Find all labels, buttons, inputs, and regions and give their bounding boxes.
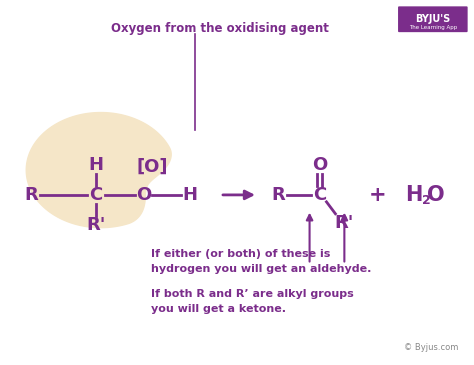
Text: 2: 2 <box>421 194 430 207</box>
Text: If both R and R’ are alkyl groups
you will get a ketone.: If both R and R’ are alkyl groups you wi… <box>151 289 353 314</box>
Polygon shape <box>26 112 171 228</box>
Text: © Byjus.com: © Byjus.com <box>404 343 459 352</box>
Text: BYJU'S: BYJU'S <box>415 14 450 24</box>
Text: O: O <box>136 186 151 204</box>
Text: H: H <box>183 186 198 204</box>
Text: C: C <box>313 186 326 204</box>
Text: R': R' <box>86 216 106 234</box>
Text: [O]: [O] <box>137 158 168 176</box>
Text: +: + <box>368 185 386 205</box>
Text: The Learning App: The Learning App <box>409 25 457 30</box>
Text: H: H <box>405 185 423 205</box>
Text: R: R <box>24 186 38 204</box>
Text: R': R' <box>335 214 354 232</box>
Text: C: C <box>89 186 102 204</box>
Text: Oxygen from the oxidising agent: Oxygen from the oxidising agent <box>111 22 329 35</box>
Text: O: O <box>427 185 445 205</box>
Text: O: O <box>312 156 327 174</box>
Text: R: R <box>271 186 284 204</box>
Text: If either (or both) of these is
hydrogen you will get an aldehyde.: If either (or both) of these is hydrogen… <box>151 250 371 274</box>
Text: H: H <box>88 156 103 174</box>
FancyBboxPatch shape <box>398 6 468 32</box>
